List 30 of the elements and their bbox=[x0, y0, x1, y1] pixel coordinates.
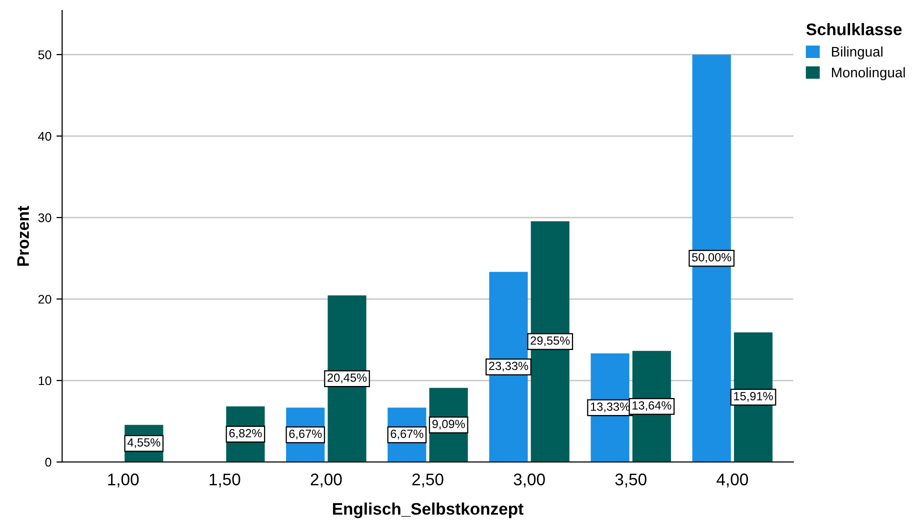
x-tick-label: 3,50 bbox=[615, 474, 646, 488]
data-label: 50,00% bbox=[692, 253, 732, 263]
x-tick-label: 2,50 bbox=[412, 474, 444, 488]
data-label: 29,55% bbox=[530, 336, 570, 346]
data-label: 9,09% bbox=[432, 420, 465, 430]
legend-label: Bilingual bbox=[832, 46, 882, 60]
data-label: 20,45% bbox=[328, 373, 367, 384]
y-tick-label: 40 bbox=[38, 132, 52, 141]
y-tick-label: 50 bbox=[38, 50, 52, 60]
x-tick-label: 1,00 bbox=[108, 474, 139, 488]
x-tick-label: 2,00 bbox=[310, 474, 342, 488]
data-label: 23,33% bbox=[489, 362, 528, 372]
data-label: 6,82% bbox=[229, 429, 262, 439]
data-label: 6,67% bbox=[390, 430, 424, 440]
data-label: 13,64% bbox=[632, 401, 672, 411]
y-tick-label: 20 bbox=[38, 294, 52, 304]
y-tick-label: 10 bbox=[38, 376, 52, 386]
data-label: 15,91% bbox=[734, 392, 773, 402]
data-label: 13,33% bbox=[590, 402, 630, 412]
legend-label: Monolingual bbox=[832, 67, 905, 80]
y-axis-title: Prozent bbox=[17, 206, 29, 266]
x-tick-label: 1,50 bbox=[210, 474, 240, 488]
data-label: 6,67% bbox=[289, 430, 322, 440]
x-tick-label: 3,00 bbox=[514, 474, 545, 488]
data-label: 4,55% bbox=[127, 438, 160, 448]
x-axis-title: Englisch_Selbstkonzept bbox=[333, 502, 524, 518]
y-tick-label: 0 bbox=[45, 458, 52, 467]
x-tick-label: 4,00 bbox=[716, 474, 748, 488]
y-tick-label: 30 bbox=[38, 213, 52, 222]
legend-title: Schulklasse bbox=[806, 23, 902, 36]
